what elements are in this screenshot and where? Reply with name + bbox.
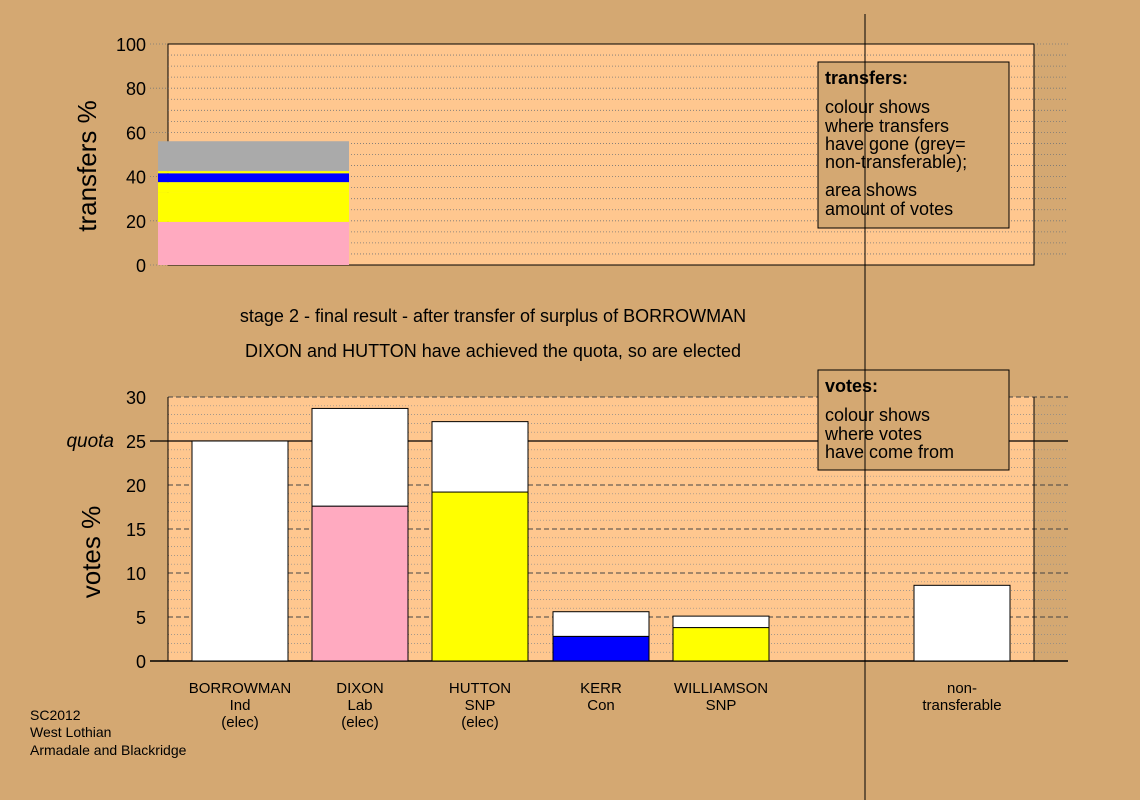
votes-y-axis-title: votes %	[76, 506, 106, 599]
stage-caption: stage 2 - final result - after transfer …	[240, 306, 746, 326]
transfers-y-tick-label: 40	[126, 168, 146, 188]
candidate-label: Con	[587, 697, 615, 714]
candidate-label: non-	[947, 680, 977, 697]
transfers-y-axis-title: transfers %	[72, 100, 102, 232]
transfers-y-tick-label: 100	[116, 35, 146, 55]
candidate-label: (elec)	[461, 714, 499, 731]
vote-bar-segment	[191, 440, 289, 662]
vote-bar-segment	[431, 491, 529, 662]
votes-y-tick-label: 25	[126, 432, 146, 452]
transfers-legend-line: where transfers	[824, 116, 949, 136]
transfers-y-tick-label: 0	[136, 256, 146, 276]
candidate-label: DIXON	[336, 680, 384, 697]
transfers-bar-segment	[158, 173, 349, 183]
footer-line: SC2012	[30, 707, 81, 723]
vote-bar-segment	[913, 584, 1011, 662]
transfers-legend-line: amount of votes	[825, 199, 953, 219]
votes-bars	[191, 407, 1011, 662]
candidate-label: transferable	[922, 697, 1001, 714]
transfers-legend-line: have gone (grey=	[825, 134, 966, 154]
transfers-bar-segment	[158, 171, 349, 174]
footer-line: West Lothian	[30, 724, 111, 740]
candidate-label: WILLIAMSON	[674, 680, 768, 697]
transfers-y-tick-label: 60	[126, 123, 146, 143]
transfers-legend: transfers: colour shows where transfers …	[817, 61, 1010, 229]
footer: SC2012 West Lothian Armadale and Blackri…	[30, 707, 187, 758]
vote-bar-segment	[311, 407, 409, 507]
transfers-y-ticks: 0 20 40 60 80 100	[116, 35, 168, 276]
candidate-label: Lab	[347, 697, 372, 714]
votes-y-tick-label: 5	[136, 608, 146, 628]
transfers-bars	[158, 141, 349, 265]
votes-legend-line: colour shows	[825, 405, 930, 425]
transfers-y-tick-label: 20	[126, 212, 146, 232]
vote-bar-segment	[431, 421, 529, 493]
vote-bar-segment	[672, 627, 770, 662]
vote-bar-segment	[552, 611, 650, 637]
transfers-bar-segment	[158, 192, 349, 222]
votes-y-tick-label: 10	[126, 564, 146, 584]
elected-caption: DIXON and HUTTON have achieved the quota…	[245, 341, 741, 361]
votes-y-tick-label: 15	[126, 520, 146, 540]
votes-y-tick-label: 30	[126, 388, 146, 408]
transfers-legend-line: non-transferable);	[825, 152, 967, 172]
vote-bar-segment	[552, 635, 650, 662]
candidate-label: (elec)	[341, 714, 379, 731]
transfers-y-tick-label: 80	[126, 79, 146, 99]
transfers-bar-segment	[158, 221, 349, 265]
transfers-legend-line: colour shows	[825, 97, 930, 117]
votes-y-ticks: 0 5 10 15 20 25 30	[126, 388, 146, 672]
candidate-label: BORROWMAN	[189, 680, 292, 697]
transfers-bar-segment	[158, 141, 349, 172]
footer-line: Armadale and Blackridge	[30, 742, 187, 758]
candidate-label: KERR	[580, 680, 622, 697]
transfers-legend-line: area shows	[825, 180, 917, 200]
quota-label: quota	[66, 431, 114, 452]
votes-legend-line: where votes	[824, 424, 922, 444]
transfers-legend-title: transfers:	[825, 68, 908, 88]
votes-legend-line: have come from	[825, 442, 954, 462]
votes-y-tick-label: 0	[136, 652, 146, 672]
transfers-bar-segment	[158, 182, 349, 193]
candidate-label: SNP	[706, 697, 737, 714]
candidate-label: SNP	[465, 697, 496, 714]
candidate-labels: BORROWMANInd(elec)DIXONLab(elec)HUTTONSN…	[189, 680, 1002, 731]
vote-bar-segment	[311, 505, 409, 662]
candidate-label: HUTTON	[449, 680, 511, 697]
candidate-label: Ind	[230, 697, 251, 714]
votes-legend: votes: colour shows where votes have com…	[817, 369, 1010, 471]
candidate-label: (elec)	[221, 714, 259, 731]
votes-legend-title: votes:	[825, 376, 878, 396]
vote-bar-segment	[672, 615, 770, 629]
votes-y-tick-label: 20	[126, 476, 146, 496]
